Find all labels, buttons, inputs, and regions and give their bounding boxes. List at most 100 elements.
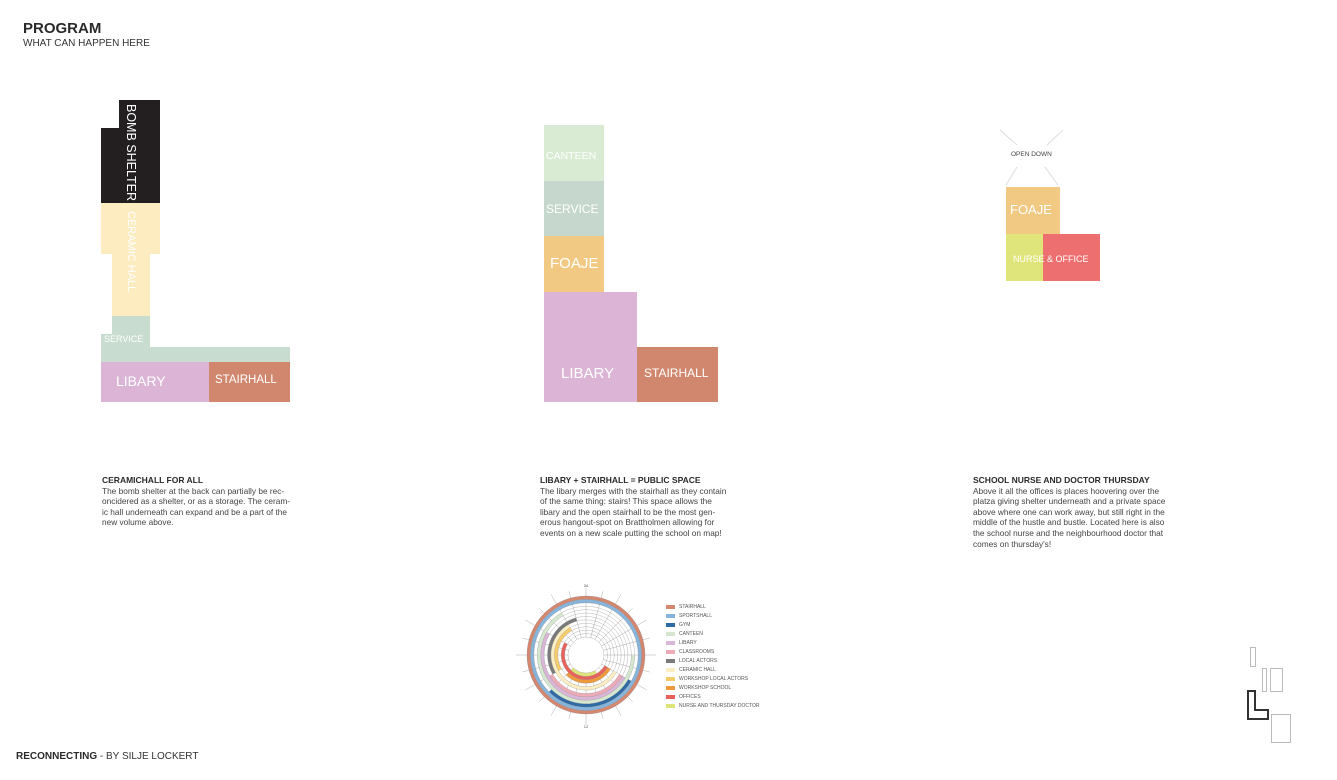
- open-down-cross-icon: [999, 129, 1064, 186]
- legend-swatch: [666, 649, 675, 654]
- text-line: The libary merges with the stairhall as …: [540, 485, 727, 496]
- legend-item: LIBARY: [666, 638, 759, 647]
- legend-label: LIBARY: [679, 639, 697, 646]
- hour-spoke: [594, 594, 622, 640]
- legend-swatch: [666, 622, 675, 627]
- text-line: oncidered as a shelter, or as a storage.…: [102, 496, 291, 507]
- ring-gridline: [540, 609, 632, 701]
- ring-gridline: [564, 633, 608, 677]
- text-heading: SCHOOL NURSE AND DOCTOR THURSDAY: [973, 475, 1150, 485]
- legend-swatch: [666, 640, 675, 645]
- ring-gridline: [530, 599, 642, 711]
- legend-item: CERAMIC HALL: [666, 665, 759, 674]
- ring-workshop-school: [566, 667, 611, 684]
- key-plan-highlighted-building: [1247, 690, 1269, 720]
- ring-gym: [549, 679, 632, 708]
- text-line: middle of the hustle and bustle. Located…: [973, 517, 1165, 528]
- legend-swatch: [666, 703, 675, 708]
- text-nurse-doctor: SCHOOL NURSE AND DOCTOR THURSDAY Above i…: [973, 475, 1203, 549]
- text-line: the school nurse and the neighbourhood d…: [973, 527, 1164, 538]
- ring-gridline: [547, 616, 625, 694]
- legend-label: NURSE AND THURSDAY DOCTOR: [679, 702, 760, 709]
- ring-gridline: [567, 636, 605, 674]
- page-subtitle: WHAT CAN HAPPEN HERE: [23, 38, 150, 49]
- legend-swatch: [666, 667, 675, 672]
- ring-gridline: [554, 623, 618, 687]
- block-foaje: [1006, 187, 1060, 234]
- label-bomb-shelter: BOMB SHELTER: [124, 104, 138, 202]
- legend-swatch: [666, 613, 675, 618]
- legend-swatch: [666, 658, 675, 663]
- legend-swatch: [666, 631, 675, 636]
- block-office: [1043, 234, 1100, 281]
- text-line: Above it all the offices is places hoove…: [973, 485, 1160, 496]
- text-ceramichall: CERAMICHALL FOR ALL The bomb shelter at …: [102, 475, 317, 528]
- ring-gridline: [550, 619, 622, 691]
- text-line: libary and the open stairhall to be the …: [540, 506, 716, 517]
- footer: RECONNECTING - BY SILJE LOCKERT: [16, 751, 198, 762]
- block-libary: [544, 292, 637, 402]
- text-line: above where one can work away, but still…: [973, 506, 1165, 517]
- label-ceramic-hall: CERAMIC HALL: [125, 211, 137, 293]
- legend-label: OFFICES: [679, 693, 701, 700]
- text-line: comes on thursday's!: [973, 538, 1052, 549]
- ring-classrooms: [549, 674, 623, 697]
- text-public-space: LIBARY + STAIRHALL = PUBLIC SPACE The li…: [540, 475, 770, 539]
- legend-label: WORKSHOP LOCAL ACTORS: [679, 675, 749, 682]
- text-line: platza giving shelter underneath and a p…: [973, 496, 1166, 507]
- label-stairhall: STAIRHALL: [644, 366, 709, 380]
- text-line: new volume above.: [102, 517, 174, 528]
- ring-nurse-and-thursday-doctor: [570, 667, 597, 677]
- legend-item: CLASSROOMS: [666, 647, 759, 656]
- hour-spoke: [550, 594, 578, 640]
- label-stairhall: STAIRHALL: [215, 374, 277, 386]
- legend-item: NURSE AND THURSDAY DOCTOR: [666, 701, 759, 710]
- text-line: of the same thing: stairs! This space al…: [540, 496, 712, 507]
- block-bomb-shelter: [101, 128, 160, 203]
- legend-label: LOCAL ACTORS: [679, 657, 718, 664]
- legend-label: CERAMIC HALL: [679, 666, 716, 673]
- block-stairhall: [637, 347, 718, 402]
- label-canteen: CANTEEN: [546, 150, 597, 162]
- ring-gridline: [557, 626, 615, 684]
- text-heading: CERAMICHALL FOR ALL: [102, 475, 204, 485]
- key-plan-building: [1250, 647, 1256, 667]
- block-service: [112, 316, 150, 335]
- legend-label: WORKSHOP SCHOOL: [679, 684, 732, 691]
- key-plan-building: [1262, 668, 1267, 692]
- radial-schedule-chart: 24 12: [516, 583, 656, 729]
- legend-item: SPORTSHALL: [666, 611, 759, 620]
- ring-gridline: [543, 612, 629, 698]
- ring-offices: [561, 642, 608, 680]
- block-ceramic-hall-lower: [112, 253, 150, 317]
- label-foaje: FOAJE: [550, 255, 599, 272]
- key-plan-building: [1270, 668, 1283, 692]
- hour-spoke: [601, 619, 647, 647]
- text-heading: LIBARY + STAIRHALL = PUBLIC SPACE: [540, 475, 701, 485]
- label-service: SERVICE: [104, 334, 144, 344]
- block-service-lower: [101, 334, 150, 362]
- legend-item: CANTEEN: [666, 629, 759, 638]
- legend-label: CANTEEN: [679, 630, 703, 637]
- block-ceramic-hall: [101, 203, 160, 254]
- tick-label-24: 24: [584, 583, 589, 588]
- text-line: ic hall underneath can expand and be a p…: [102, 506, 287, 517]
- block-foaje: [544, 236, 604, 292]
- legend-item: LOCAL ACTORS: [666, 656, 759, 665]
- legend-item: OFFICES: [666, 692, 759, 701]
- tick-label-12: 12: [584, 724, 589, 729]
- ring-gridline: [526, 595, 646, 715]
- legend-swatch: [666, 694, 675, 699]
- footer-title: RECONNECTING: [16, 751, 98, 762]
- label-nurse-office: NURSE & OFFICE: [1013, 254, 1089, 264]
- label-service: SERVICE: [546, 202, 599, 216]
- hour-spoke: [525, 619, 571, 647]
- key-plan-building: [1271, 714, 1291, 743]
- ring-gridline: [533, 602, 639, 708]
- legend-item: WORKSHOP LOCAL ACTORS: [666, 674, 759, 683]
- block-canteen: [544, 125, 604, 181]
- block-service-strip: [149, 347, 290, 362]
- legend-swatch: [666, 685, 675, 690]
- legend-item: STAIRHALL: [666, 602, 759, 611]
- label-libary: LIBARY: [116, 373, 166, 389]
